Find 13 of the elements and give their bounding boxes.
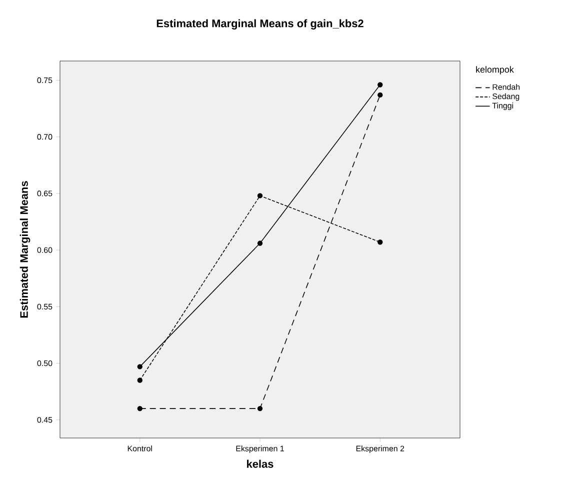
point [257, 240, 263, 246]
y-axis-title: Estimated Marginal Means [20, 181, 30, 318]
point [378, 240, 383, 245]
legend-title: kelompok [476, 66, 514, 74]
point [378, 82, 383, 88]
point [257, 193, 263, 198]
chart-title: Estimated Marginal Means of gain_kbs2 [156, 19, 364, 30]
point [137, 378, 142, 383]
point [137, 364, 142, 370]
point [257, 406, 263, 412]
x-axis-title: kelas [247, 460, 274, 468]
point [137, 406, 142, 412]
point [378, 92, 383, 98]
